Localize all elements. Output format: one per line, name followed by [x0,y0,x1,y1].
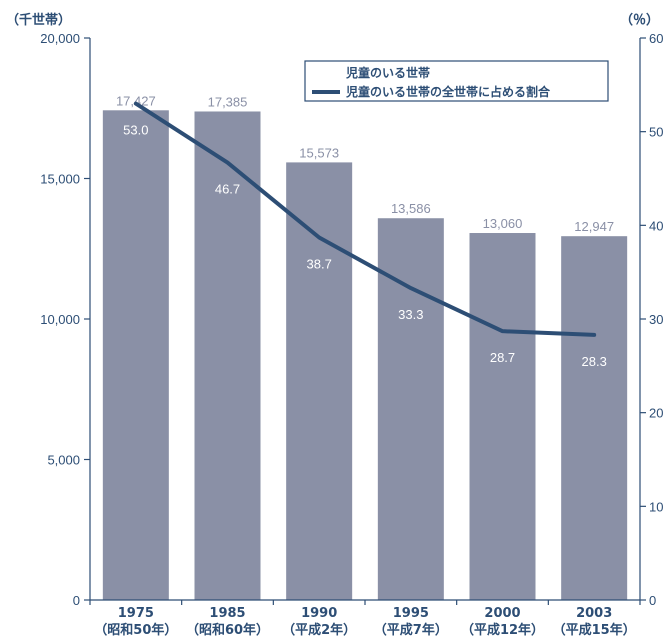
x-tick-label-year-1975: 1975 [118,606,154,621]
x-tick-label-era-2003: （平成15年） [553,622,636,638]
axes-group: 0 5,000 10,000 15,000 20,000 0 10 20 30 40 50 60 197… [40,31,663,638]
bar-value-label-2000: 13,060 [483,216,523,231]
bar-value-label-2003: 12,947 [574,219,614,234]
ratio-line [133,101,597,337]
bar-value-label-1985: 17,385 [208,94,248,109]
left-tick-label-5000: 5,000 [47,453,80,468]
right-tick-label-0: 0 [649,593,656,608]
x-tick-label-era-2000: （平成12年） [461,622,544,638]
ratio-value-label-2003: 28.3 [582,354,607,369]
bars-group: 17,427 17,385 15,573 13,586 13,060 12,947 [102,93,628,601]
x-tick-label-year-1995: 1995 [393,606,429,621]
right-tick-label-10: 10 [649,499,663,514]
legend-item-bar: 児童のいる世帯 [345,65,430,80]
ratio-value-label-1990: 38.7 [307,257,332,272]
bar-value-label-1975: 17,427 [116,93,156,108]
bar-1995 [377,218,444,600]
bar-value-label-1990: 15,573 [299,145,339,160]
left-tick-label-20000: 20,000 [40,31,80,46]
ratio-value-label-2000: 28.7 [490,350,515,365]
right-axis-unit: （％） [620,12,659,28]
bar-2003 [561,236,628,600]
x-tick-label-era-1990: （平成2年） [282,622,356,638]
x-tick-label-year-1990: 1990 [301,606,337,621]
x-tick-label-year-2003: 2003 [576,606,612,621]
x-tick-label-era-1975: （昭和50年） [94,622,177,638]
bar-1975 [102,110,169,600]
bar-1990 [286,162,353,601]
bar-2000 [469,233,536,600]
left-tick-label-15000: 15,000 [40,172,80,187]
left-tick-label-0: 0 [73,593,80,608]
legend-item-line: 児童のいる世帯の全世帯に占める割合 [345,84,551,99]
right-tick-label-30: 30 [649,312,663,327]
left-tick-label-10000: 10,000 [40,312,80,327]
right-tick-label-20: 20 [649,406,663,421]
bar-1985 [194,111,261,600]
ratio-value-label-1975: 53.0 [123,123,148,138]
ratio-value-label-1995: 33.3 [398,307,423,322]
line-series-group: 53.0 46.7 38.7 33.3 28.7 28.3 [123,101,607,369]
legend: 児童のいる世帯 児童のいる世帯の全世帯に占める割合 [304,60,609,102]
x-tick-label-year-2000: 2000 [484,606,520,621]
x-tick-label-year-1985: 1985 [209,606,245,621]
x-tick-label-era-1985: （昭和60年） [186,622,269,638]
right-tick-label-60: 60 [649,31,663,46]
legend-box [304,60,609,102]
left-axis-unit: （千世帯） [6,12,71,28]
right-tick-label-40: 40 [649,218,663,233]
right-tick-label-50: 50 [649,125,663,140]
x-tick-label-era-1995: （平成7年） [374,622,448,638]
bar-value-label-1995: 13,586 [391,201,431,216]
ratio-value-label-1985: 46.7 [215,182,240,197]
